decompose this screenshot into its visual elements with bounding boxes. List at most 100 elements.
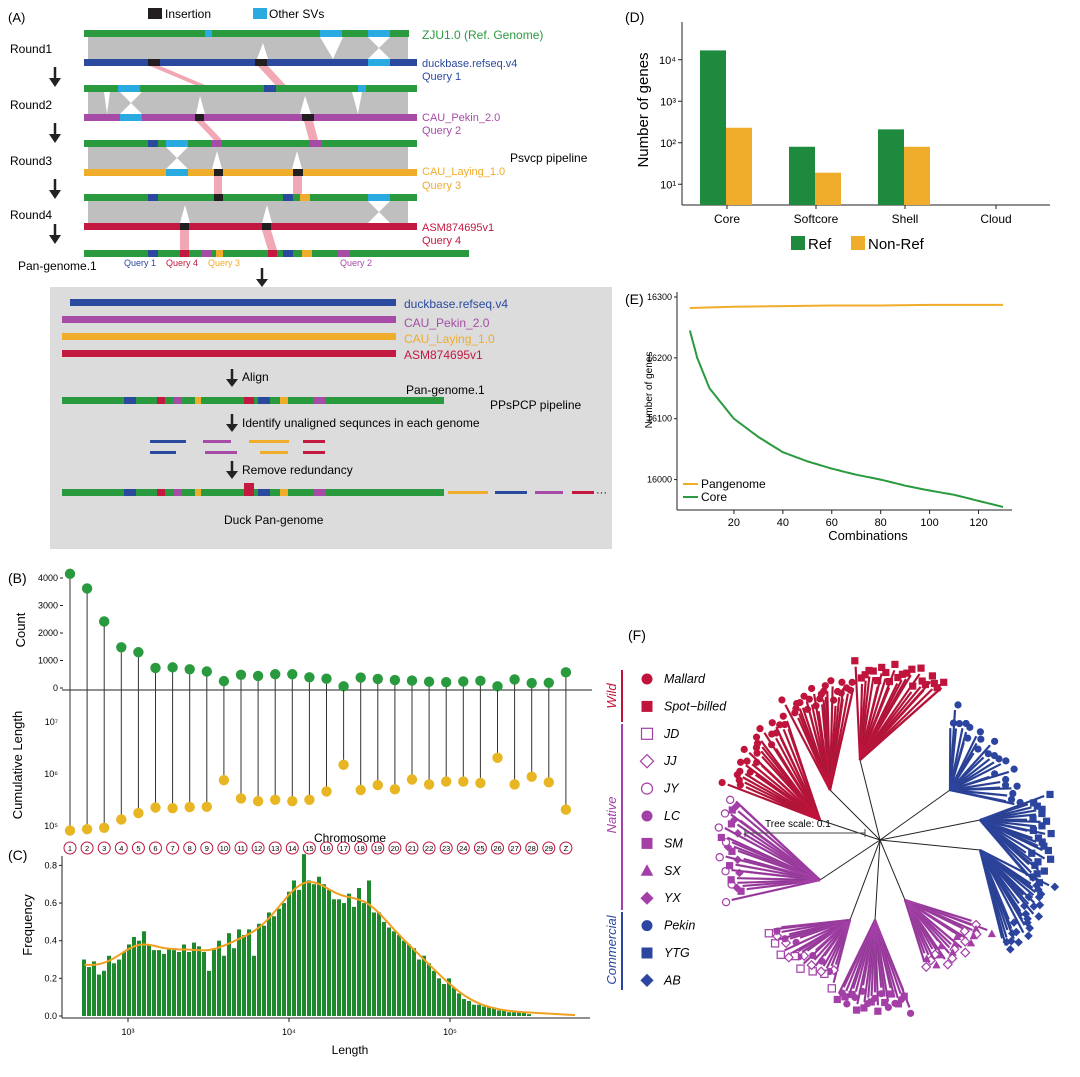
length-point-chr-26 bbox=[492, 752, 503, 763]
panel-b: (B) Count Cumulative Length 0 1000 2000 300… bbox=[8, 568, 592, 855]
tree-tip-marker bbox=[827, 984, 836, 993]
tree-tip-marker bbox=[827, 677, 835, 685]
frequency-bar bbox=[97, 974, 101, 1016]
tree-tip-marker bbox=[806, 959, 817, 971]
count-point-chr-5 bbox=[133, 647, 144, 658]
tree-tip-marker bbox=[779, 712, 787, 720]
query4-label: Query 4 bbox=[422, 235, 461, 247]
unaligned-fragments bbox=[150, 440, 325, 454]
tree-tip-marker bbox=[778, 696, 786, 704]
tree-backbone-branch bbox=[829, 789, 881, 841]
length-tick-1: 10⁶ bbox=[44, 769, 58, 779]
nonref-legend-swatch bbox=[851, 236, 865, 250]
tree-tip-marker bbox=[942, 959, 953, 970]
mallard-clade-1 bbox=[718, 712, 822, 822]
length-point-chr-10 bbox=[218, 775, 230, 786]
query3-genome-label: CAU_Laying_1.0 bbox=[422, 166, 505, 178]
count-point-chr-15 bbox=[304, 672, 315, 683]
nonref-bar-core bbox=[726, 127, 752, 205]
pan-query3-label: Query 3 bbox=[208, 258, 240, 268]
tree-tip-marker bbox=[881, 998, 889, 1007]
length-point-chr-29 bbox=[543, 777, 554, 788]
count-point-chr-7 bbox=[167, 662, 178, 673]
tree-tip-marker bbox=[796, 964, 805, 973]
query4-genome-label: ASM874695v1 bbox=[422, 222, 494, 234]
length-point-chr-5 bbox=[133, 807, 144, 819]
length-point-chr-3 bbox=[99, 822, 110, 833]
pan-query2-label: Query 2 bbox=[340, 258, 372, 268]
tree-tip-marker bbox=[714, 823, 723, 832]
e-xtick-80: 80 bbox=[875, 517, 887, 529]
tree-tip-marker bbox=[1029, 902, 1039, 911]
tree-tip-marker bbox=[725, 862, 734, 870]
frequency-axis-label: Frequency bbox=[20, 894, 35, 956]
tree-tip-marker bbox=[805, 695, 813, 703]
legend-marker-sx bbox=[640, 864, 654, 876]
tree-tip-marker bbox=[808, 684, 816, 693]
frequency-bar bbox=[112, 963, 116, 1016]
tree-tip-marker bbox=[816, 966, 827, 977]
length-point-chr-9 bbox=[201, 801, 212, 812]
nonref-bar-softcore bbox=[815, 172, 841, 205]
tree-branch-outline bbox=[979, 849, 1024, 933]
c-xtick-0: 10³ bbox=[121, 1027, 134, 1037]
frequency-bar bbox=[517, 1012, 521, 1016]
tree-branch-outline bbox=[724, 827, 821, 881]
tree-tip-marker bbox=[1038, 809, 1046, 818]
tree-branch-outline bbox=[855, 666, 861, 761]
legend-label-9: Pekin bbox=[664, 919, 695, 933]
count-point-chr-1 bbox=[64, 568, 76, 580]
pan-query4-label: Query 4 bbox=[166, 258, 198, 268]
frequency-bar bbox=[227, 933, 231, 1016]
frequency-bar bbox=[332, 899, 336, 1016]
count-point-chr-2 bbox=[81, 583, 93, 594]
d-ytick-3: 10⁴ bbox=[659, 55, 676, 67]
round-4-label: Round4 bbox=[10, 208, 52, 222]
panel-d-category-labels: Core Softcore Shell Cloud bbox=[714, 212, 1012, 226]
tree-tip-marker bbox=[833, 995, 841, 1004]
chromosome-label-5: 5 bbox=[136, 844, 140, 853]
frequency-bar bbox=[172, 950, 176, 1016]
legend-label-4: JY bbox=[663, 782, 680, 796]
legend-label-6: SM bbox=[664, 836, 683, 850]
legend-marker-jd bbox=[640, 727, 654, 740]
tree-tip-marker bbox=[1047, 855, 1055, 863]
count-axis-label: Count bbox=[13, 612, 28, 647]
tree-backbone-branch bbox=[879, 789, 951, 841]
tree-backbone-branch bbox=[874, 839, 881, 921]
panel-label-e: (E) bbox=[625, 291, 644, 307]
length-point-chr-15 bbox=[304, 794, 315, 805]
tree-branch-outline bbox=[784, 919, 851, 951]
frequency-bar bbox=[242, 935, 246, 1016]
tree-tip-marker bbox=[964, 734, 972, 742]
count-point-chr-3 bbox=[99, 616, 110, 627]
panel-a: (A) Insertion Other SVs Round1 Round2 Ro… bbox=[8, 7, 612, 549]
tree-tip-marker bbox=[903, 669, 911, 677]
tree-tip-marker bbox=[1034, 912, 1044, 921]
chromosome-circle bbox=[183, 841, 197, 855]
ref-legend-swatch bbox=[791, 236, 805, 250]
chromosome-circle bbox=[354, 841, 368, 855]
legend-marker-ab bbox=[640, 973, 654, 988]
chromosome-circle bbox=[508, 841, 522, 855]
chromosome-label-21: 21 bbox=[408, 844, 416, 853]
frequency-bar bbox=[182, 944, 186, 1016]
final-pan-genome-track bbox=[62, 483, 594, 496]
frequency-bar bbox=[152, 950, 156, 1016]
tree-tip-marker bbox=[1013, 782, 1021, 790]
count-point-chr-23 bbox=[441, 677, 452, 688]
ab-clade bbox=[978, 849, 1060, 954]
chromosome-circle bbox=[234, 841, 248, 855]
frequency-bar bbox=[262, 925, 266, 1016]
count-tick-3000: 3000 bbox=[38, 601, 58, 611]
length-point-chr-19 bbox=[372, 779, 383, 791]
legend-label-5: LC bbox=[664, 809, 681, 823]
tree-branch-outline bbox=[779, 919, 851, 940]
tree-branch-outline bbox=[979, 819, 1034, 882]
panel-c-bars bbox=[82, 854, 531, 1016]
duck-pan-genome-label: Duck Pan-genome bbox=[224, 513, 324, 527]
tree-tip-marker bbox=[726, 795, 735, 805]
tree-backbone-branch bbox=[879, 839, 981, 851]
chromosome-circle bbox=[200, 841, 214, 855]
